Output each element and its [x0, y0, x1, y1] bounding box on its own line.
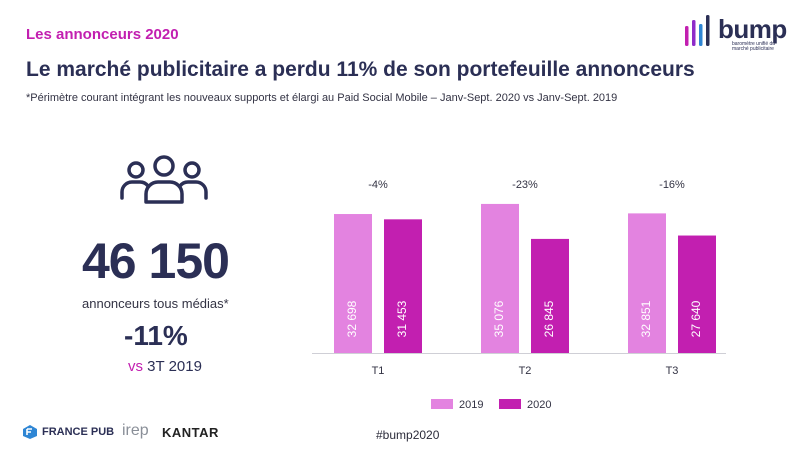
x-tick-label-T1: T1: [372, 365, 385, 377]
kpi-delta-caption: vs 3T 2019: [128, 358, 202, 375]
legend-label-2019: 2019: [459, 399, 483, 411]
people-group-icon: [120, 155, 208, 204]
bump-logo-word: bump: [718, 14, 787, 44]
hashtag: #bump2020: [376, 428, 440, 442]
kpi-delta: -11%: [124, 320, 188, 351]
page-subtitle: *Périmètre courant intégrant les nouveau…: [26, 92, 618, 104]
bar-2019-T2: [481, 203, 519, 353]
kantar-logo: KANTAR: [162, 425, 219, 440]
france-pub-logo-icon: [23, 425, 37, 439]
kpi-delta-caption-rest: 3T 2019: [147, 358, 202, 375]
change-label-T3: -16%: [659, 179, 685, 191]
legend-swatch-2020: [499, 399, 521, 409]
page-title: Le marché publicitaire a perdu 11% de so…: [26, 58, 695, 81]
bump-logo-tagline: baromètre unifié du marché publicitaire: [732, 41, 776, 52]
bar-2020-T3: [678, 235, 716, 353]
bump-logo-bars-icon: [685, 15, 710, 46]
x-tick-label-T2: T2: [519, 365, 532, 377]
kpi-value: 46 150: [82, 233, 230, 289]
bar-2020-T1: [384, 219, 422, 353]
bar-value-label-2020-T1: 31 453: [395, 300, 409, 337]
legend-label-2020: 2020: [527, 399, 551, 411]
kpi-caption: annonceurs tous médias*: [82, 296, 229, 311]
bar-2019-T1: [334, 214, 372, 353]
kpi-delta-caption-prefix: vs: [128, 358, 143, 375]
change-label-T1: -4%: [368, 179, 388, 191]
bar-value-label-2019-T3: 32 851: [639, 300, 653, 337]
legend-swatch-2019: [431, 399, 453, 409]
france-pub-logo: FRANCE PUB: [42, 426, 115, 438]
bar-value-label-2020-T3: 27 640: [689, 300, 703, 337]
bar-2019-T3: [628, 213, 666, 353]
bar-value-label-2020-T2: 26 845: [542, 300, 556, 337]
bar-value-label-2019-T2: 35 076: [492, 300, 506, 337]
x-tick-label-T3: T3: [666, 365, 679, 377]
bar-2020-T2: [531, 238, 569, 353]
bar-value-label-2019-T1: 32 698: [345, 300, 359, 337]
irep-logo: irep: [122, 422, 149, 439]
section-label: Les annonceurs 2020: [26, 26, 179, 43]
change-label-T2: -23%: [512, 179, 538, 191]
bump-logo: bump baromètre unifié du marché publicit…: [684, 12, 787, 52]
